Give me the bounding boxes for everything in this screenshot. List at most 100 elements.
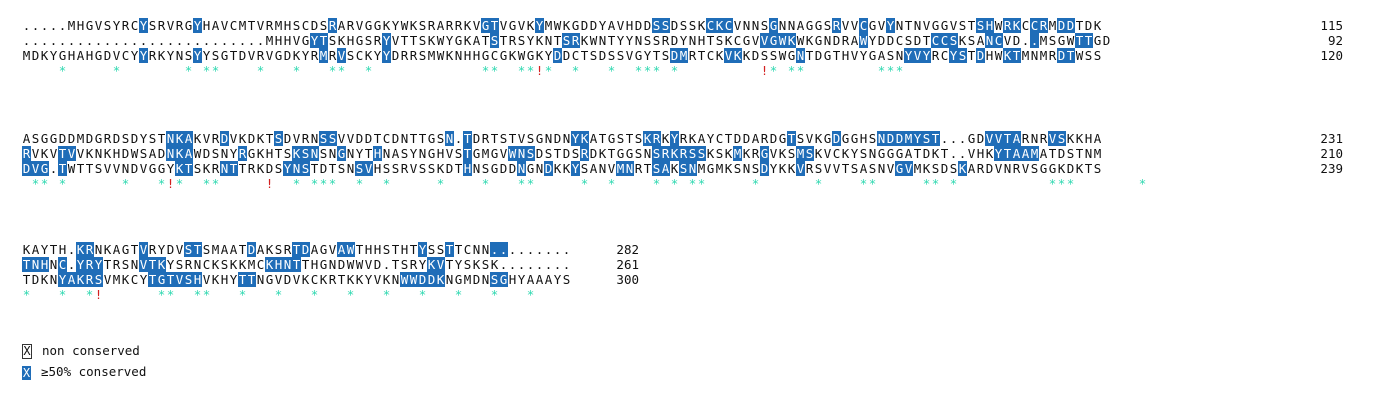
residue: D xyxy=(472,131,481,146)
mark-space xyxy=(184,287,193,302)
residue: A xyxy=(256,242,265,257)
residue-conserved: K xyxy=(436,272,445,287)
residue: K xyxy=(319,272,328,287)
mark-space xyxy=(328,287,337,302)
residue: G xyxy=(706,161,715,176)
residue: D xyxy=(319,161,328,176)
residue: S xyxy=(1066,146,1075,161)
residue: M xyxy=(274,18,283,33)
residue: K xyxy=(157,48,166,63)
residue: R xyxy=(256,48,265,63)
mark-space xyxy=(94,176,103,191)
mark-space xyxy=(778,176,787,191)
residue: Y xyxy=(643,48,652,63)
residue: G xyxy=(616,146,625,161)
residue: G xyxy=(571,18,580,33)
mark-space xyxy=(517,287,526,302)
residue: N xyxy=(544,33,553,48)
residue: K xyxy=(742,48,751,63)
residue: S xyxy=(427,161,436,176)
residue: A xyxy=(967,161,976,176)
residue: A xyxy=(589,161,598,176)
residue: T xyxy=(1075,146,1084,161)
residue-conserved: Y xyxy=(535,18,544,33)
position-number: 239 xyxy=(1303,161,1343,176)
mark-space xyxy=(1129,176,1138,191)
legend-label: non conserved xyxy=(42,343,140,358)
mismatch-mark: ! xyxy=(94,287,103,302)
residue-conserved: V xyxy=(724,48,733,63)
residue: S xyxy=(679,18,688,33)
residue: D xyxy=(589,146,598,161)
residue: R xyxy=(184,257,193,272)
residue-conserved: K xyxy=(733,48,742,63)
residue: D xyxy=(31,48,40,63)
residue-conserved: A xyxy=(1021,146,1030,161)
residue: T xyxy=(265,131,274,146)
residue: N xyxy=(688,33,697,48)
residue-conserved: R xyxy=(328,18,337,33)
mark-space xyxy=(1120,176,1129,191)
residue-conserved: S xyxy=(1057,131,1066,146)
residue-conserved: V xyxy=(796,161,805,176)
mark-space xyxy=(130,287,139,302)
residue: S xyxy=(382,161,391,176)
residue-conserved: S xyxy=(976,18,985,33)
conserved-star: * xyxy=(1057,176,1066,191)
sequence-row: .....MHGVSYRCYSRVRGYHAVCMTVRMHSCDSRARVGG… xyxy=(22,18,1102,33)
residue-conserved: S xyxy=(688,146,697,161)
residue-conserved: D xyxy=(427,272,436,287)
residue: D xyxy=(265,161,274,176)
conserved-star: * xyxy=(184,63,193,78)
conserved-star: * xyxy=(292,176,301,191)
residue-conserved: R xyxy=(22,146,31,161)
residue-conserved: T xyxy=(445,242,454,257)
residue: G xyxy=(121,242,130,257)
residue: D xyxy=(553,131,562,146)
residue: G xyxy=(220,48,229,63)
residue-conserved: . xyxy=(1030,33,1039,48)
residue: K xyxy=(490,257,499,272)
conserved-star: * xyxy=(310,287,319,302)
residue: D xyxy=(814,48,823,63)
residue: H xyxy=(1084,131,1093,146)
mark-space xyxy=(355,63,364,78)
residue: G xyxy=(301,33,310,48)
residue-conserved: N xyxy=(445,131,454,146)
residue: V xyxy=(256,18,265,33)
residue: C xyxy=(940,48,949,63)
residue: W xyxy=(1066,33,1075,48)
residue: S xyxy=(454,146,463,161)
residue: D xyxy=(445,161,454,176)
residue-conserved: Y xyxy=(913,131,922,146)
residue: . xyxy=(94,33,103,48)
residue-conserved: V xyxy=(1048,131,1057,146)
residue: V xyxy=(274,272,283,287)
residue: D xyxy=(670,33,679,48)
residue: T xyxy=(454,242,463,257)
residue: R xyxy=(688,48,697,63)
residue: G xyxy=(535,131,544,146)
conserved-star: * xyxy=(877,63,886,78)
residue: D xyxy=(751,48,760,63)
residue: G xyxy=(454,33,463,48)
residue: R xyxy=(841,33,850,48)
residue-conserved: N xyxy=(877,131,886,146)
residue-conserved: D xyxy=(895,131,904,146)
residue: . xyxy=(31,18,40,33)
mark-space xyxy=(499,176,508,191)
conserved-star: * xyxy=(769,63,778,78)
residue: T xyxy=(409,131,418,146)
mark-space xyxy=(994,176,1003,191)
residue: G xyxy=(526,48,535,63)
residue: . xyxy=(31,33,40,48)
mark-space xyxy=(868,63,877,78)
mark-space xyxy=(751,63,760,78)
residue-conserved: W xyxy=(400,272,409,287)
residue-conserved: D xyxy=(1057,18,1066,33)
conserved-star: * xyxy=(796,63,805,78)
residue: V xyxy=(31,146,40,161)
residue: N xyxy=(1030,48,1039,63)
residue: . xyxy=(184,33,193,48)
residue: R xyxy=(265,18,274,33)
